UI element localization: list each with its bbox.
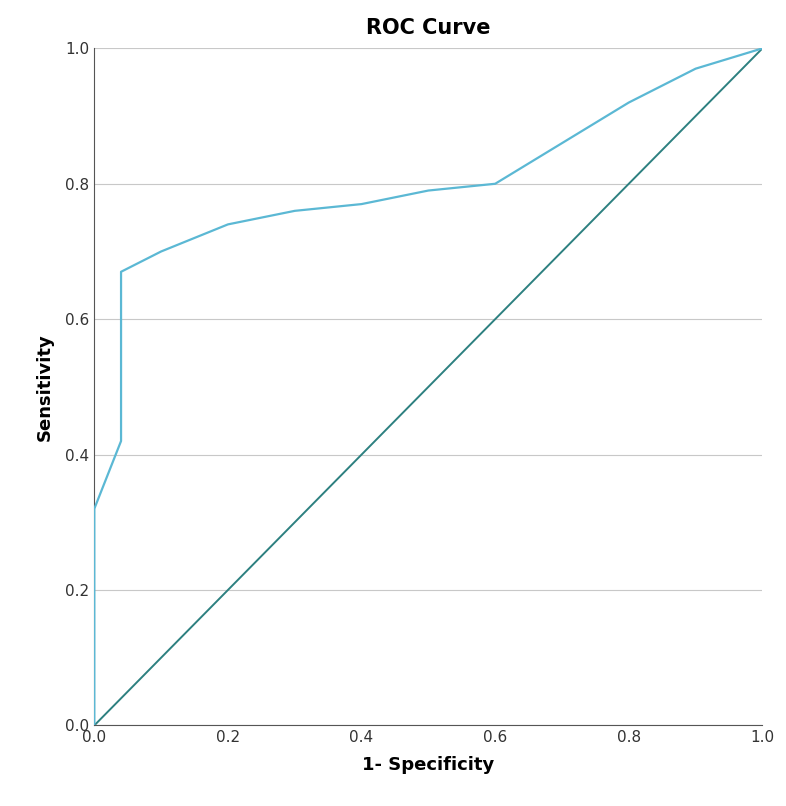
Y-axis label: Sensitivity: Sensitivity [36,333,54,441]
Title: ROC Curve: ROC Curve [366,19,490,39]
X-axis label: 1- Specificity: 1- Specificity [362,756,494,775]
